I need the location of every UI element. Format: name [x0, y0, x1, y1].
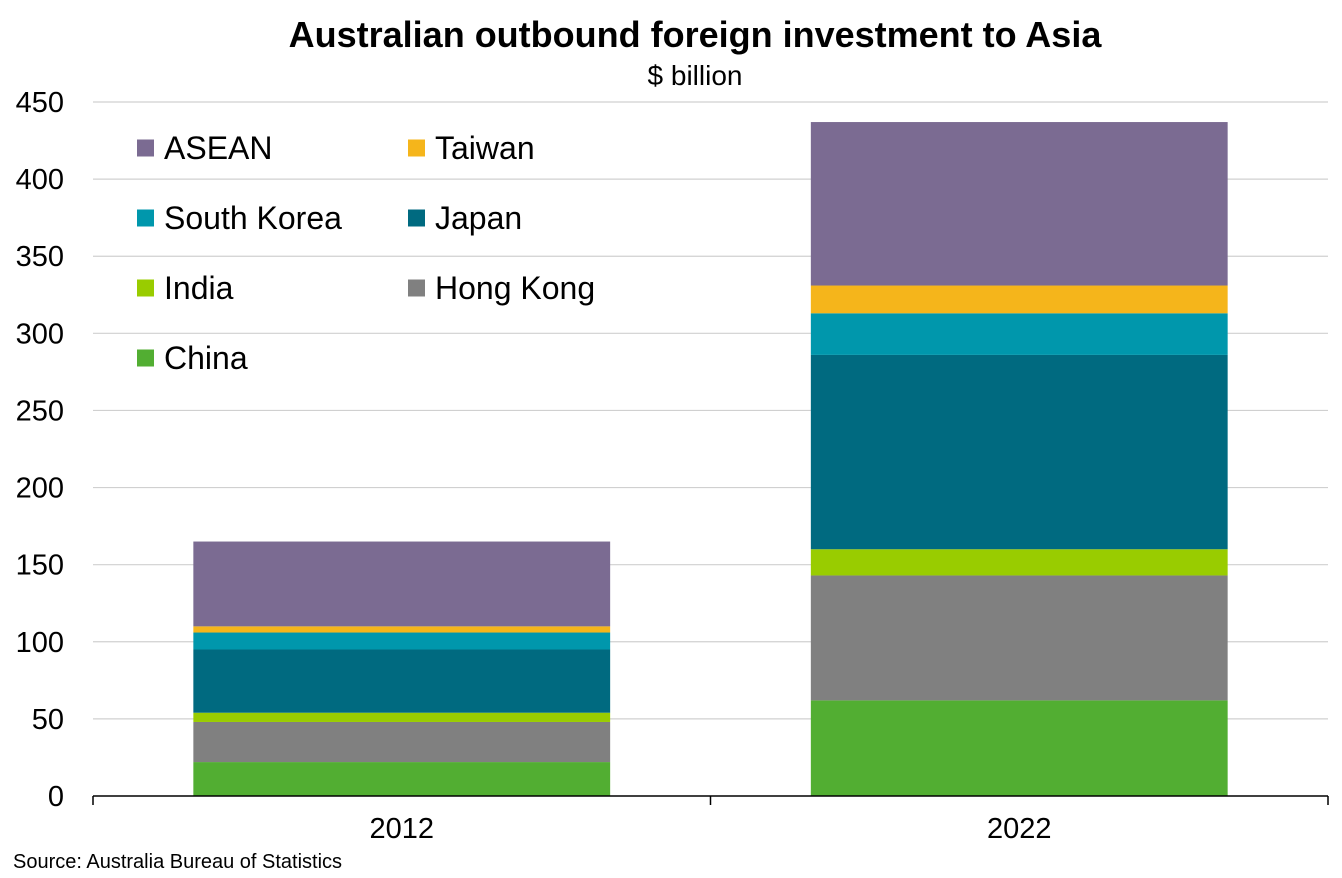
legend-label-japan: Japan	[435, 200, 522, 236]
y-axis-ticks: 0 50 100 150 200 250 300 350 400 450	[16, 87, 64, 813]
axes	[92, 795, 1329, 805]
x-category-label: 2022	[987, 813, 1052, 845]
bar-2012-hong-kong	[193, 721, 611, 763]
y-tick-label: 300	[16, 318, 64, 350]
legend-swatch-china	[137, 349, 154, 367]
legend-swatch-japan	[408, 209, 425, 227]
y-tick-label: 450	[16, 87, 64, 119]
bar-2022-india	[810, 549, 1228, 576]
legend-label-india: India	[164, 270, 234, 306]
bar-2022-china	[810, 700, 1228, 796]
legend-swatch-taiwan	[408, 139, 425, 157]
bar-2012-china	[193, 762, 611, 796]
chart-title: Australian outbound foreign investment t…	[289, 14, 1103, 55]
y-tick-label: 350	[16, 241, 64, 273]
y-tick-label: 0	[48, 781, 64, 813]
bar-2022-hong-kong	[810, 575, 1228, 701]
chart-subtitle: $ billion	[648, 60, 743, 91]
y-tick-label: 400	[16, 164, 64, 196]
legend-label-china: China	[164, 340, 248, 376]
legend-label-taiwan: Taiwan	[435, 130, 535, 166]
legend-label-hong-kong: Hong Kong	[435, 270, 595, 306]
x-category-label: 2012	[369, 813, 434, 845]
legend-swatch-india	[137, 279, 154, 297]
bar-2022-japan	[810, 354, 1228, 550]
bar-2022-taiwan	[810, 285, 1228, 314]
bar-2012-japan	[193, 649, 611, 713]
legend-swatch-south-korea	[137, 209, 154, 227]
y-tick-label: 100	[16, 627, 64, 659]
bar-2022-south-korea	[810, 313, 1228, 355]
source-note: Source: Australia Bureau of Statistics	[13, 851, 342, 873]
y-tick-label: 150	[16, 550, 64, 582]
legend-label-south-korea: South Korea	[164, 200, 342, 236]
bar-2012-south-korea	[193, 632, 611, 650]
y-tick-label: 250	[16, 395, 64, 427]
y-tick-label: 200	[16, 473, 64, 505]
legend-swatch-hong-kong	[408, 279, 425, 297]
legend: ASEAN Taiwan South Korea Japan India Hong Kon…	[137, 130, 595, 376]
bar-2012-taiwan	[193, 626, 611, 633]
bar-2012-india	[193, 712, 611, 722]
y-tick-label: 50	[32, 704, 64, 736]
x-axis-categories: 2012 2022	[369, 813, 1051, 845]
bar-2012-asean	[193, 541, 611, 627]
bars	[193, 122, 1228, 796]
bar-2022-asean	[810, 122, 1228, 286]
legend-swatch-asean	[137, 139, 154, 157]
legend-label-asean: ASEAN	[164, 130, 272, 166]
